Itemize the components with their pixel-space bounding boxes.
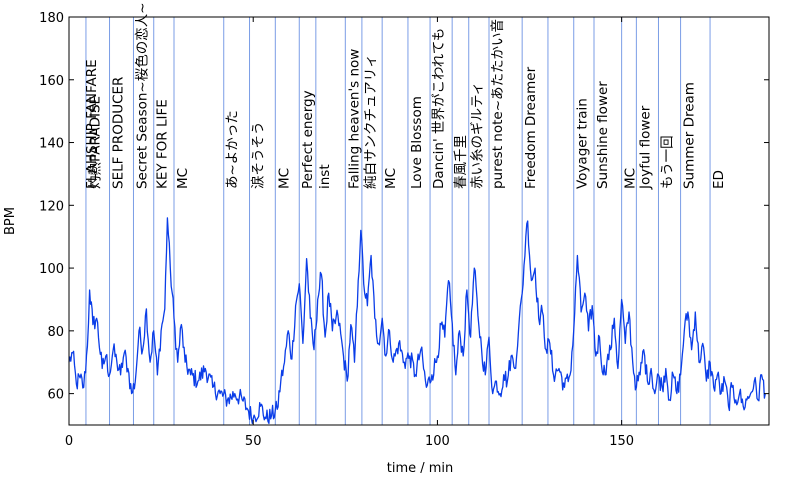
segment-label: MC — [175, 168, 191, 189]
segment-label: MC — [276, 168, 292, 189]
y-tick-label: 120 — [39, 199, 64, 214]
bpm-series — [68, 217, 766, 425]
axis-ticks: 0 50 100 150 60 80 100 120 140 160 180 — [39, 11, 769, 449]
y-tick-label: 140 — [39, 137, 64, 152]
segment-markers — [85, 17, 770, 425]
plot-frame — [68, 16, 770, 426]
segment-label: もう一回 — [659, 135, 675, 189]
segment-label: MC — [623, 168, 639, 189]
y-tick-label: 60 — [47, 388, 64, 403]
x-tick-label: 0 — [65, 434, 73, 449]
x-tick-label: 50 — [245, 434, 262, 449]
segment-label: 灼熱PARADISE — [87, 96, 103, 189]
segment-label: ED — [711, 170, 727, 189]
segment-label: MC — [383, 168, 399, 189]
x-tick-label: 100 — [425, 434, 450, 449]
segment-label: Sunshine flower — [595, 81, 611, 189]
segment-label: Summer Dream — [682, 82, 698, 189]
segment-label: 純白サンクチュアリィ — [363, 54, 379, 189]
segment-label: purest note~あたたかい音 — [489, 19, 506, 189]
x-axis-title: time / min — [387, 461, 454, 476]
segment-label: Dancin' 世界がこわれても — [431, 28, 447, 189]
bpm-line — [68, 217, 766, 425]
y-tick-label: 160 — [39, 74, 64, 89]
y-axis-title: BPM — [3, 207, 18, 235]
segment-label: inst — [317, 164, 333, 189]
y-tick-label: 80 — [47, 325, 64, 340]
segment-label: SELF PRODUCER — [110, 77, 126, 189]
segment-label: 春風千里 — [453, 135, 469, 189]
segment-label: KEY FOR LIFE — [155, 99, 171, 189]
y-tick-label: 100 — [39, 262, 64, 277]
segment-label: 涙そうそう — [249, 122, 266, 190]
segment-label: Falling heaven's now — [346, 49, 362, 189]
segment-label: Secret Season~桜色の恋人~ — [133, 2, 150, 189]
segment-label: Voyager train — [575, 98, 591, 189]
y-tick-label: 180 — [39, 11, 64, 26]
segment-label: Perfect energy — [300, 90, 316, 189]
segment-label: あ~よかった — [225, 110, 241, 189]
segment-label: 赤い糸のギルティ — [470, 82, 486, 189]
segment-label: Freedom Dreamer — [523, 66, 539, 189]
segment-label: FLAHSHIP FANFARE — [84, 59, 100, 189]
x-tick-label: 150 — [609, 434, 634, 449]
segment-label: Love Blossom — [409, 96, 425, 189]
segment-label: Joyful flower — [637, 105, 653, 190]
